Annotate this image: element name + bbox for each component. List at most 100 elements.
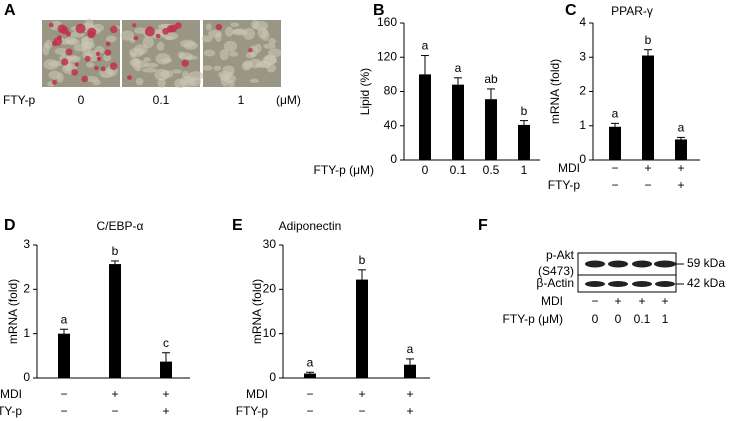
cell (143, 57, 151, 62)
condition-value: − (358, 404, 365, 418)
condition-value: + (677, 161, 684, 175)
cell (243, 60, 253, 69)
lipid-droplet (100, 66, 106, 72)
bar (160, 361, 172, 378)
condition-value: + (638, 294, 645, 308)
lipid-droplet (65, 48, 73, 56)
cell (157, 78, 166, 88)
blot-band (654, 260, 676, 268)
unit-label: (μM) (276, 93, 301, 107)
y-tick-label: 160 (377, 15, 397, 29)
blot-band (608, 281, 628, 287)
cell (135, 67, 142, 72)
panel-letter: B (373, 2, 385, 19)
x-tick-label: 0 (422, 163, 429, 177)
lipid-droplet (52, 80, 57, 85)
lipid-droplet (133, 35, 139, 41)
y-tick-label: 1 (579, 118, 586, 132)
size-label: 59 kDa (687, 256, 725, 270)
cell (86, 62, 95, 68)
y-tick-label: 0 (23, 370, 30, 384)
y-axis-label: mRNA (fold) (6, 279, 20, 344)
panel-letter: C (565, 2, 577, 19)
condition-value: + (644, 161, 651, 175)
y-tick-label: 3 (23, 237, 30, 251)
cell (249, 78, 259, 83)
bar (642, 55, 654, 160)
cell (160, 57, 173, 63)
condition-value: − (60, 404, 67, 418)
cell (224, 26, 234, 37)
y-axis-label: Lipid (%) (358, 68, 372, 115)
cell (250, 19, 260, 30)
panel-letter: A (4, 2, 16, 19)
condition-value: − (611, 161, 618, 175)
significance-label: c (163, 336, 169, 350)
lipid-droplet (109, 62, 118, 70)
blot-band (585, 260, 605, 268)
lipid-droplet (248, 48, 253, 53)
cell (203, 49, 216, 57)
y-tick-label: 4 (579, 15, 586, 29)
condition-value: + (614, 294, 621, 308)
blot-band (585, 281, 605, 287)
condition-label: FTY-p (0, 404, 22, 418)
condition-value: + (162, 404, 169, 418)
chart-title: Adiponectin (279, 219, 342, 233)
bar (404, 364, 416, 378)
cell (263, 43, 276, 49)
significance-label: a (422, 39, 429, 53)
cell (201, 35, 213, 43)
condition-value: + (406, 387, 413, 401)
condition-value: + (406, 404, 413, 418)
condition-label: FTY-p (548, 178, 581, 192)
chart-title: PPAR-γ (611, 4, 653, 18)
y-axis-label: mRNA (fold) (548, 59, 562, 124)
lipid-droplet (97, 56, 102, 61)
cell (184, 55, 198, 60)
significance-label: b (645, 33, 652, 47)
y-tick-label: 3 (579, 49, 586, 63)
cell (182, 70, 189, 79)
lipid-droplet (215, 23, 223, 31)
significance-label: a (678, 121, 685, 135)
cell (223, 40, 238, 52)
cell (156, 41, 165, 51)
lipid-droplet (181, 59, 189, 67)
condition-value: + (677, 178, 684, 192)
condition-value: 0.1 (634, 312, 651, 326)
bar (419, 74, 431, 160)
condition-label: MDI (0, 387, 22, 401)
lipid-droplet (74, 62, 79, 67)
condition-label: MDI (246, 387, 268, 401)
cell (142, 36, 154, 49)
condition-value: + (358, 387, 365, 401)
bar (675, 139, 687, 160)
panel-letter: D (4, 217, 16, 234)
bar (485, 99, 497, 160)
lipid-droplet (52, 40, 58, 47)
condition-label: FTY-p (μM) (503, 312, 563, 326)
condition-value: − (611, 178, 618, 192)
lipid-droplet (127, 75, 132, 81)
cell (48, 70, 61, 80)
y-tick-label: 0 (579, 152, 586, 166)
cell (213, 65, 222, 71)
condition-value: + (661, 294, 668, 308)
cell (154, 68, 170, 81)
blot-band (608, 260, 628, 268)
cell (120, 30, 135, 41)
cell (73, 43, 88, 52)
significance-label: b (359, 253, 366, 267)
y-tick-label: 2 (23, 282, 30, 296)
cell (222, 65, 235, 76)
condition-label: FTY-p (236, 404, 269, 418)
significance-label: b (521, 104, 528, 118)
panel-letter: E (232, 217, 243, 234)
lipid-droplet (75, 23, 86, 34)
lipid-droplet (110, 25, 118, 34)
lipid-droplet (104, 49, 112, 56)
chart-title: C/EBP-α (97, 219, 144, 233)
cell (135, 77, 144, 86)
